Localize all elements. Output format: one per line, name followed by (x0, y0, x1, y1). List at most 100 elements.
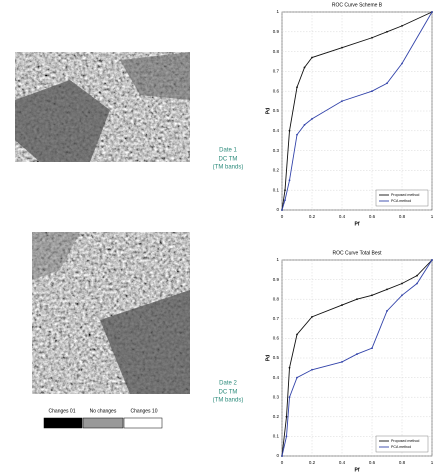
curve-marker (304, 124, 306, 126)
y-tick-label: 0.5 (273, 108, 280, 113)
curve-marker (311, 316, 313, 318)
y-tick-label: 0.8 (273, 49, 280, 54)
legend: Proposed method PCA method (376, 190, 428, 206)
chart-title: ROC Curve Scheme B (332, 2, 383, 8)
y-tick-label: 0.1 (273, 187, 280, 192)
y-tick-label: 0.6 (273, 88, 280, 93)
curve-marker (281, 209, 283, 211)
curve-marker (284, 199, 286, 201)
x-tick-label: 1 (431, 460, 434, 465)
curve-marker (401, 283, 403, 285)
curve-marker (401, 25, 403, 27)
y-tick-label: 0.6 (273, 336, 280, 341)
figure-canvas: Date 1 DC TM (TM bands) Date 2 DC TM (TM… (0, 0, 438, 475)
satellite-image (15, 52, 190, 162)
x-tick-label: 0.2 (309, 460, 316, 465)
curve-marker (341, 361, 343, 363)
chart-title: ROC Curve Total Best (332, 250, 382, 256)
y-tick-label: 1 (276, 257, 279, 262)
y-tick-label: 0.8 (273, 296, 280, 301)
curve-marker (416, 283, 418, 285)
y-axis-label: Pd (265, 108, 271, 114)
image-sensor: DC TM (219, 390, 238, 396)
x-axis-label: Pf (355, 221, 360, 227)
curve-marker (296, 377, 298, 379)
y-tick-label: 1 (276, 9, 279, 14)
y-tick-label: 0 (276, 207, 279, 212)
legend-label: Proposed method (391, 193, 419, 197)
y-tick-label: 0.7 (273, 316, 280, 321)
x-tick-label: 0 (281, 460, 284, 465)
y-tick-label: 0.4 (273, 375, 280, 380)
image-sensor: DC TM (219, 157, 238, 163)
x-tick-label: 0.6 (369, 460, 376, 465)
curve-marker (371, 347, 373, 349)
curve-marker (289, 130, 291, 132)
satellite-image (32, 232, 190, 394)
y-tick-label: 0.3 (273, 394, 280, 399)
curve-marker (289, 367, 291, 369)
x-tick-label: 0.2 (309, 214, 316, 219)
y-tick-label: 0.5 (273, 355, 280, 360)
legend: Proposed method PCA method (376, 436, 428, 452)
y-tick-label: 0.2 (273, 414, 280, 419)
curve-marker (431, 259, 433, 261)
y-tick-label: 0 (276, 453, 279, 458)
curve-marker (341, 304, 343, 306)
curve-marker (386, 310, 388, 312)
image-bands: (TM bands) (213, 398, 244, 404)
curve-marker (386, 31, 388, 33)
y-tick-label: 0.3 (273, 148, 280, 153)
legend-swatch (83, 418, 123, 428)
legend-label: Proposed method (391, 439, 419, 443)
curve-marker (401, 63, 403, 65)
y-tick-label: 0.4 (273, 128, 280, 133)
curve-marker (431, 11, 433, 13)
curve-marker (311, 57, 313, 59)
x-tick-label: 0.4 (339, 460, 346, 465)
curve-marker (386, 289, 388, 291)
y-tick-label: 0.2 (273, 168, 280, 173)
x-tick-label: 0.6 (369, 214, 376, 219)
curve-marker (356, 298, 358, 300)
x-tick-label: 1 (431, 214, 434, 219)
legend-label: Changes 01 (49, 408, 76, 414)
curve-marker (296, 86, 298, 88)
curve-marker (311, 369, 313, 371)
curve-marker (356, 353, 358, 355)
curve-marker (304, 67, 306, 69)
image-label: Date 1 (219, 148, 237, 154)
curve-marker (286, 416, 288, 418)
curve-marker (401, 294, 403, 296)
legend-label: PCA method (391, 199, 411, 203)
curve-marker (281, 455, 283, 457)
curve-marker (284, 189, 286, 191)
x-tick-label: 0.8 (399, 214, 406, 219)
x-tick-label: 0.4 (339, 214, 346, 219)
curve-marker (371, 90, 373, 92)
curve-marker (296, 334, 298, 336)
legend-label: PCA method (391, 445, 411, 449)
curve-marker (341, 47, 343, 49)
curve-marker (386, 82, 388, 84)
x-tick-label: 0.8 (399, 460, 406, 465)
y-tick-label: 0.1 (273, 434, 280, 439)
x-tick-label: 0 (281, 214, 284, 219)
image-label: Date 2 (219, 381, 237, 387)
y-axis-label: Pd (265, 355, 271, 361)
change-legend: Changes 01 No changes Changes 10 (44, 408, 162, 428)
legend-swatch (124, 418, 162, 428)
y-tick-label: 0.9 (273, 277, 280, 282)
legend-swatch (44, 418, 82, 428)
curve-marker (371, 37, 373, 39)
curve-marker (341, 100, 343, 102)
curve-marker (289, 396, 291, 398)
curve-marker (289, 179, 291, 181)
curve-marker (371, 294, 373, 296)
curve-marker (311, 118, 313, 120)
curve-marker (416, 275, 418, 277)
legend-label: Changes 10 (131, 408, 158, 414)
image-bands: (TM bands) (213, 165, 244, 171)
y-tick-label: 0.9 (273, 29, 280, 34)
curve-marker (286, 436, 288, 438)
